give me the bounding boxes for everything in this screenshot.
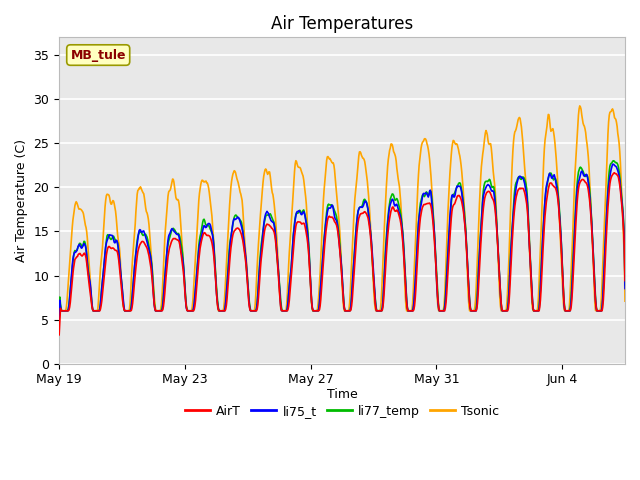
Y-axis label: Air Temperature (C): Air Temperature (C) <box>15 139 28 262</box>
X-axis label: Time: Time <box>326 388 358 401</box>
Title: Air Temperatures: Air Temperatures <box>271 15 413 33</box>
Text: MB_tule: MB_tule <box>70 48 126 61</box>
Legend: AirT, li75_t, li77_temp, Tsonic: AirT, li75_t, li77_temp, Tsonic <box>180 400 504 423</box>
